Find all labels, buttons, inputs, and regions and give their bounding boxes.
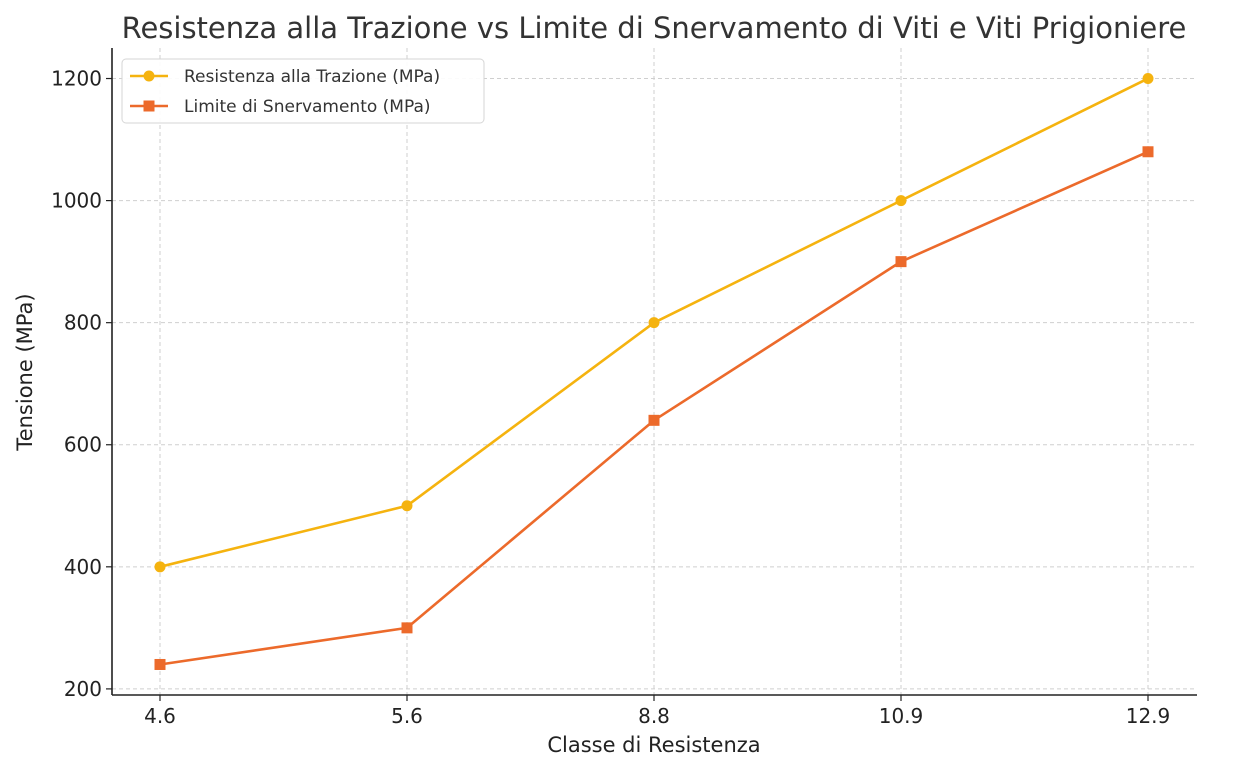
x-tick-label: 8.8 (638, 704, 670, 728)
grid (112, 48, 1197, 695)
data-point (1142, 73, 1154, 85)
x-tick-label: 10.9 (879, 704, 924, 728)
data-point (895, 256, 907, 268)
data-point (401, 500, 413, 512)
x-tick-label: 5.6 (391, 704, 423, 728)
legend-label: Resistenza alla Trazione (MPa) (184, 67, 440, 87)
legend-marker (143, 70, 155, 82)
y-tick-label: 400 (64, 555, 102, 579)
legend-label: Limite di Snervamento (MPa) (184, 97, 431, 117)
data-point (154, 561, 166, 573)
x-tick-label: 4.6 (144, 704, 176, 728)
legend-box (121, 58, 485, 124)
data-point (1142, 146, 1154, 158)
y-tick-label: 1000 (51, 189, 102, 213)
data-point (895, 195, 907, 207)
chart-title: Resistenza alla Trazione vs Limite di Sn… (122, 11, 1187, 45)
x-axis-label: Classe di Resistenza (547, 733, 760, 757)
legend-marker (143, 100, 155, 112)
y-tick-label: 600 (64, 433, 102, 457)
data-point (401, 622, 413, 634)
data-point (648, 317, 660, 329)
x-tick-label: 12.9 (1126, 704, 1171, 728)
y-tick-label: 200 (64, 677, 102, 701)
y-tick-label: 800 (64, 311, 102, 335)
data-point (154, 658, 166, 670)
axes: 200 400 600 800 1000 1200 4.6 5.6 8.8 10.9 12.9 (51, 48, 1197, 728)
y-tick-label: 1200 (51, 67, 102, 91)
legend: Resistenza alla Trazione (MPa) Limite di … (121, 58, 485, 124)
data-point (648, 414, 660, 426)
y-axis-label: Tensione (MPa) (13, 293, 37, 451)
plot-area (154, 73, 1154, 670)
